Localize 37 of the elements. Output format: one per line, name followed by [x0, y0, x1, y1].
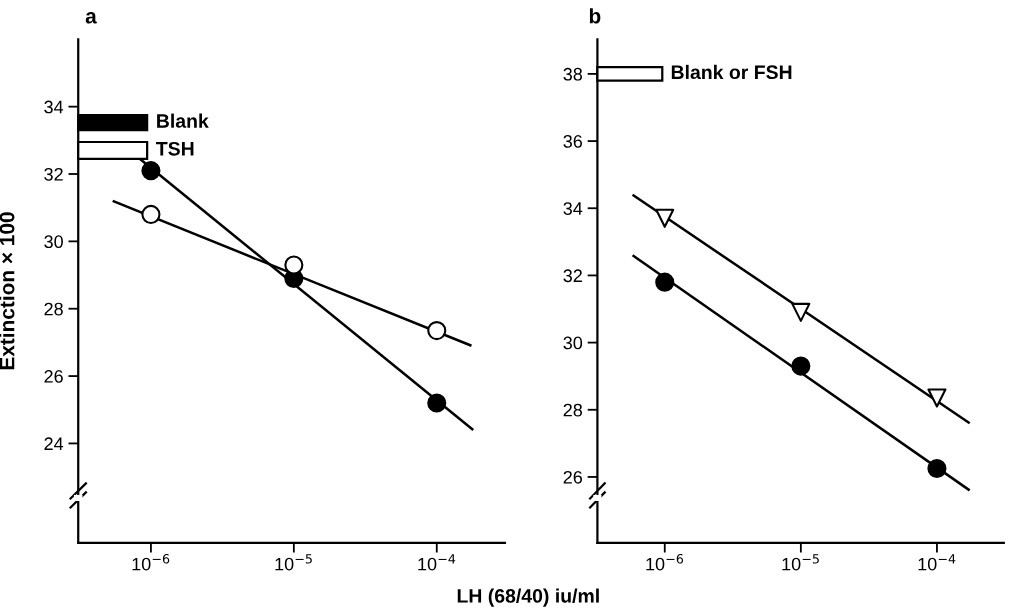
point: [284, 255, 304, 275]
y-tick-label: 36: [563, 135, 583, 148]
point: [141, 204, 161, 224]
point: [791, 302, 811, 322]
x-tick-label: 10$^{−4}$: [418, 554, 456, 571]
band-label: Blank or FSH: [671, 64, 792, 80]
y-tick-label: 32: [563, 269, 582, 283]
point: [141, 161, 161, 181]
y-tick-label: 38: [563, 67, 583, 81]
chart-title: b: [589, 8, 601, 24]
point: [927, 388, 947, 408]
x-tick-label: 10$^{−6}$: [646, 554, 684, 571]
y-tick-label: 34: [44, 100, 64, 114]
y-tick-label: 34: [563, 202, 583, 215]
point: [427, 321, 447, 341]
y-tick-label: 30: [563, 336, 583, 350]
y-tick-label: 30: [44, 235, 63, 249]
chart-title: a: [85, 12, 97, 24]
x-axis-title: LH (68/40) iu/ml: [457, 588, 599, 607]
y-tick-label: 28: [563, 403, 583, 417]
y-tick-label: 28: [44, 302, 63, 316]
x-tick-label: 10$^{−6}$: [132, 554, 170, 571]
x-tick-label: 10$^{−5}$: [275, 554, 312, 571]
point: [791, 356, 811, 376]
band-label: Blank: [157, 113, 209, 128]
point: [655, 208, 675, 228]
point: [655, 272, 675, 292]
y-tick-label: 26: [563, 470, 583, 484]
y-tick-label: 32: [44, 167, 63, 181]
x-tick-label: 10$^{−5}$: [782, 554, 819, 571]
band-label: TSH: [156, 141, 194, 156]
point: [927, 459, 947, 479]
y-axis-title: Extinction × 100: [0, 212, 15, 370]
y-tick-label: 24: [44, 437, 64, 450]
y-tick-label: 26: [44, 370, 63, 383]
x-tick-label: 10$^{−4}$: [918, 554, 956, 571]
point: [427, 393, 447, 413]
